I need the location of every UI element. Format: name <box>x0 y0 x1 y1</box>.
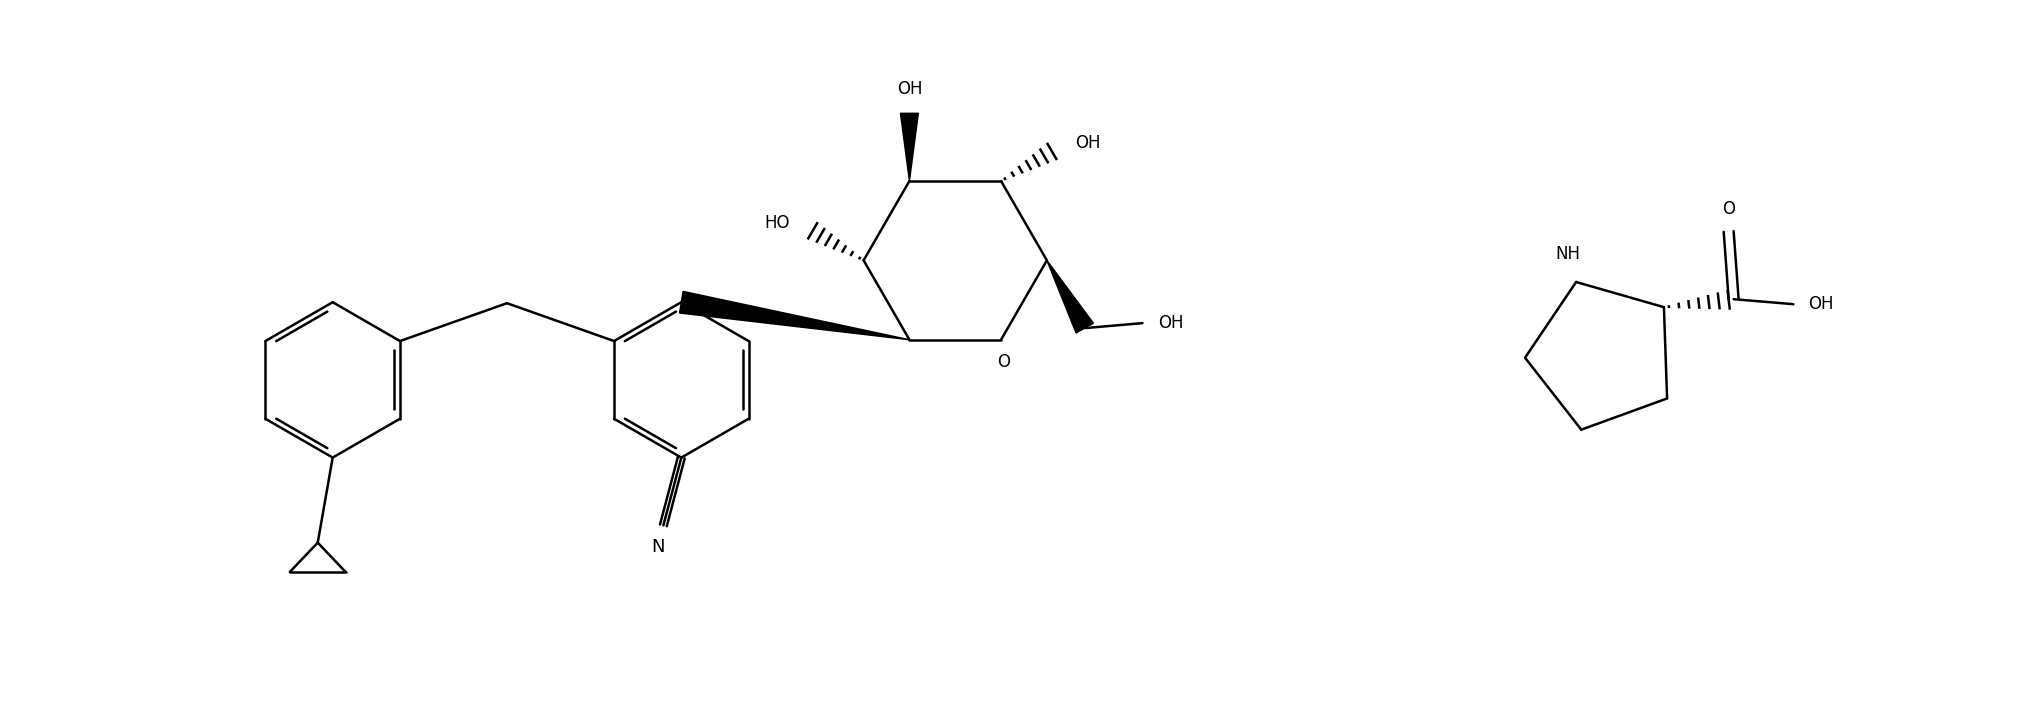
Text: N: N <box>652 538 666 556</box>
Text: NH: NH <box>1555 245 1581 263</box>
Text: OH: OH <box>1157 314 1183 332</box>
Text: OH: OH <box>1809 295 1833 313</box>
Polygon shape <box>680 291 909 339</box>
Text: O: O <box>997 353 1011 371</box>
Polygon shape <box>1047 261 1094 333</box>
Polygon shape <box>901 114 918 181</box>
Text: O: O <box>1721 200 1736 217</box>
Text: OH: OH <box>897 80 922 99</box>
Text: HO: HO <box>763 214 790 231</box>
Text: OH: OH <box>1076 134 1100 152</box>
